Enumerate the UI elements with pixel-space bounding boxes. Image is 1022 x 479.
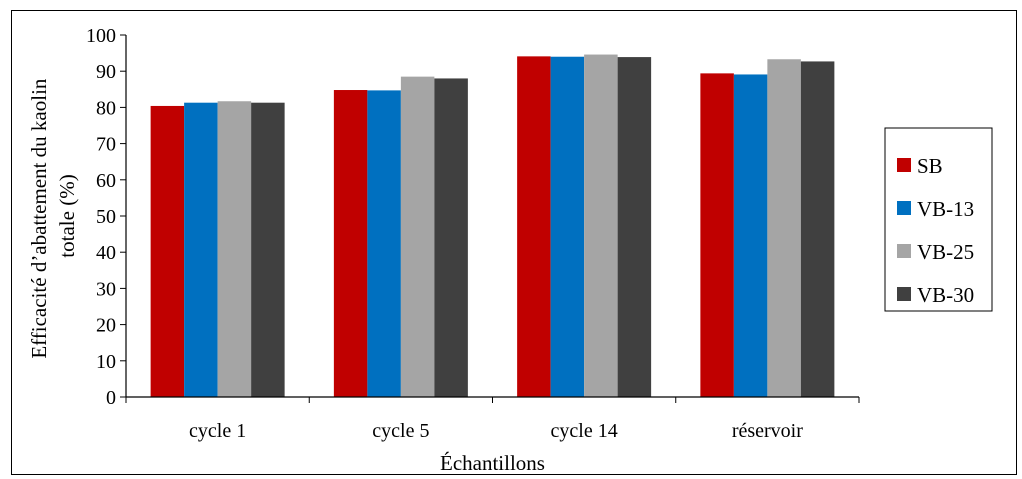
- bar-sb-1: [150, 105, 185, 398]
- bar-sb-2: [333, 90, 368, 398]
- bars-layer: [150, 54, 835, 398]
- bar-vb-30-1: [251, 102, 285, 397]
- x-axis-title: Échantillons: [440, 451, 545, 475]
- bar-sb-4: [700, 73, 734, 397]
- legend-swatch-vb-25: [897, 244, 911, 258]
- legend: SB VB-13 VB-25 VB-30: [884, 127, 993, 312]
- legend-swatch-sb: [897, 158, 911, 172]
- bar-vb-30-4: [800, 61, 835, 398]
- x-category-labels: cycle 1 cycle 5 cycle 14 réservoir: [125, 397, 860, 442]
- legend-label-vb-13: VB-13: [917, 197, 974, 221]
- y-tick-label: 90: [96, 61, 116, 83]
- legend-label-sb: SB: [917, 154, 943, 178]
- y-tick-label: 50: [96, 206, 116, 228]
- bar-vb-13-4: [733, 74, 768, 397]
- bar-vb-25-2: [400, 76, 435, 397]
- x-category-label: cycle 14: [551, 420, 618, 442]
- bar-vb-25-1: [217, 101, 252, 397]
- legend-label-vb-30: VB-30: [917, 283, 974, 307]
- y-axis-title-line-1: Efficacité d’abattement du kaolin: [27, 78, 51, 359]
- legend-box: [884, 127, 993, 312]
- bar-vb-30-2: [434, 78, 468, 397]
- y-tick-label: 10: [96, 351, 116, 373]
- y-tick-label: 20: [96, 315, 116, 337]
- y-axis-title: Efficacité d’abattement du kaolin totale…: [27, 73, 79, 358]
- y-tick-label: 30: [96, 278, 116, 300]
- bar-vb-13-1: [184, 102, 218, 397]
- y-tick-label: 100: [86, 25, 116, 47]
- legend-swatch-vb-13: [897, 201, 911, 215]
- bar-vb-30-3: [617, 57, 652, 397]
- y-tick-label: 80: [96, 97, 116, 119]
- x-category-label: cycle 5: [372, 420, 429, 442]
- bar-vb-25-3: [584, 54, 618, 397]
- y-tick-label: 70: [96, 134, 116, 156]
- x-category-label: cycle 1: [189, 420, 246, 442]
- y-ticks: 0 10 20 30 40 50 60 70 80 90 100: [86, 25, 126, 409]
- bar-vb-13-3: [550, 56, 585, 397]
- bar-sb-3: [517, 56, 551, 397]
- y-tick-label: 60: [96, 170, 116, 192]
- y-axis-title-line-2: totale (%): [55, 174, 79, 257]
- y-tick-label: 40: [96, 242, 116, 264]
- bar-vb-25-4: [767, 59, 801, 398]
- y-tick-label: 0: [106, 387, 116, 409]
- legend-label-vb-25: VB-25: [917, 240, 974, 264]
- x-category-label: réservoir: [732, 420, 803, 442]
- bar-vb-13-2: [367, 90, 401, 398]
- legend-swatch-vb-30: [897, 287, 911, 301]
